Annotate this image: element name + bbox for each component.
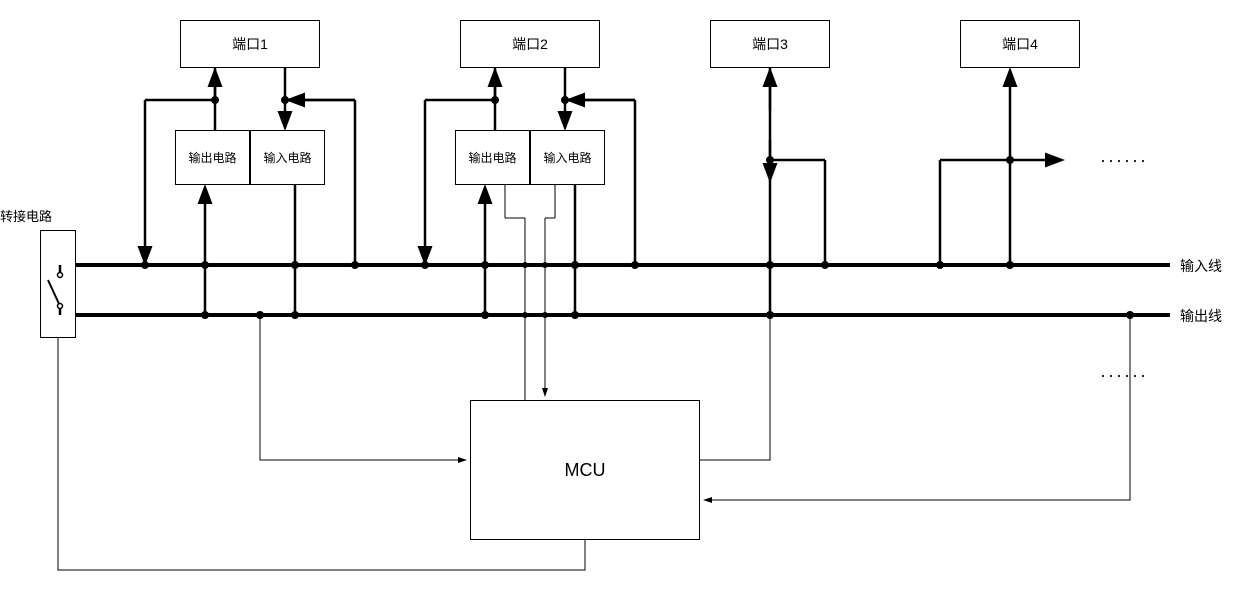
port1-box: 端口1	[180, 20, 320, 68]
port1-input-circuit-label: 输入电路	[263, 149, 311, 166]
port3-box: 端口3	[710, 20, 830, 68]
port1-label: 端口1	[232, 34, 268, 54]
port1-input-circuit-box: 输入电路	[250, 130, 325, 185]
port2-box: 端口2	[460, 20, 600, 68]
output-line-label: 输出线	[1180, 306, 1222, 326]
input-bus-line	[60, 263, 1170, 267]
output-bus-line	[60, 313, 1170, 317]
port2-input-circuit-label: 输入电路	[543, 149, 591, 166]
port2-input-circuit-box: 输入电路	[530, 130, 605, 185]
switch-circuit-label: 转接电路	[0, 206, 52, 225]
port3-label: 端口3	[752, 34, 788, 54]
switch-circuit-box	[40, 230, 76, 338]
port2-output-circuit-label: 输出电路	[468, 149, 516, 166]
mcu-box: MCU	[470, 400, 700, 540]
port1-output-circuit-label: 输出电路	[188, 149, 236, 166]
port4-label: 端口4	[1002, 34, 1038, 54]
port4-box: 端口4	[960, 20, 1080, 68]
input-line-label: 输入线	[1180, 256, 1222, 276]
port1-output-circuit-box: 输出电路	[175, 130, 250, 185]
port2-output-circuit-box: 输出电路	[455, 130, 530, 185]
port2-label: 端口2	[512, 34, 548, 54]
ellipsis-bottom: ······	[1100, 365, 1148, 386]
ellipsis-top: ······	[1100, 150, 1148, 171]
mcu-label: MCU	[565, 460, 606, 481]
